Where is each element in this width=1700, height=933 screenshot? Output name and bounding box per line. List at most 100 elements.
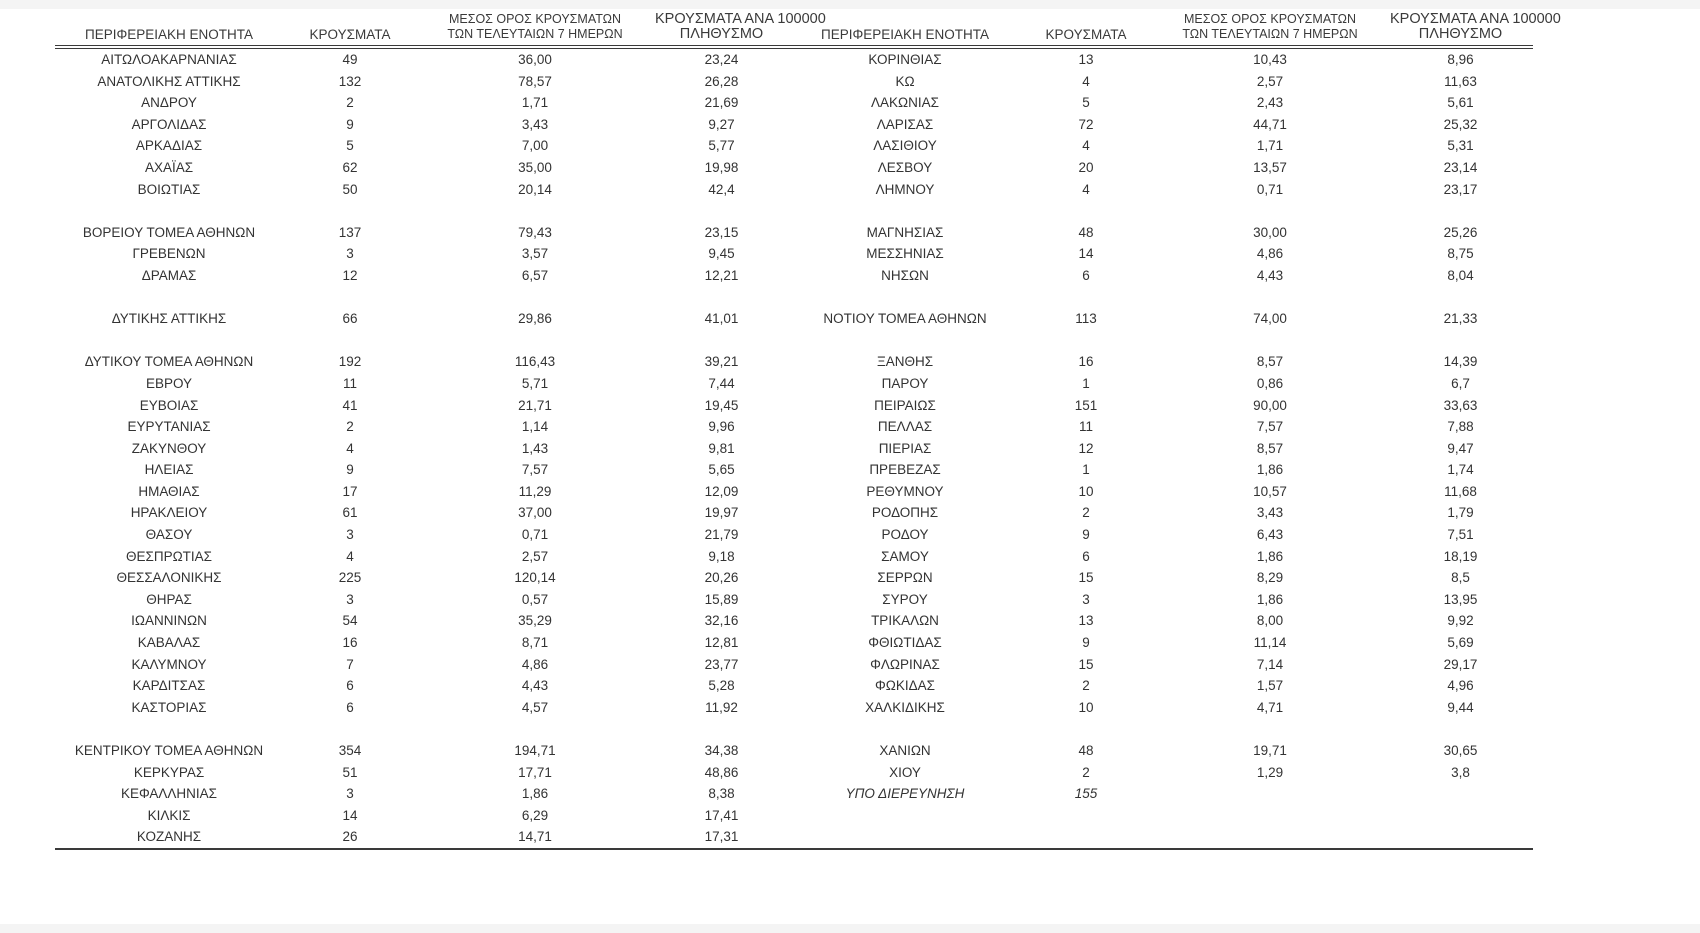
region-cell: ΘΑΣΟΥ bbox=[145, 527, 193, 543]
avg7-cell: 7,14 bbox=[1256, 656, 1284, 672]
per100k-cell: 13,95 bbox=[1443, 591, 1478, 607]
region-cell: ΕΥΒΟΙΑΣ bbox=[139, 397, 199, 413]
avg7-cell: 120,14 bbox=[514, 570, 556, 586]
table-row: ΗΜΑΘΙΑΣ 17 11,29 12,09 ΡΕΘΥΜΝΟΥ 10 10,57 11,68 bbox=[55, 481, 1533, 503]
per100k-cell: 21,79 bbox=[704, 527, 739, 543]
per100k-cell: 5,28 bbox=[708, 678, 735, 694]
region-cell: ΔΡΑΜΑΣ bbox=[141, 267, 197, 283]
cases-cell bbox=[1020, 287, 1152, 309]
table-row: ΚΙΛΚΙΣ 14 6,29 17,41 bbox=[55, 805, 1533, 827]
per100k-cell: 18,19 bbox=[1443, 548, 1478, 564]
table-row: ΒΟΡΕΙΟΥ ΤΟΜΕΑ ΑΘΗΝΩΝ 137 79,43 23,15 ΜΑΓΝΗΣΙ… bbox=[55, 222, 1533, 244]
avg7-cell: 10,43 bbox=[1253, 52, 1287, 67]
table-row: ΘΕΣΠΡΩΤΙΑΣ 4 2,57 9,18 ΣΑΜΟΥ 6 1,86 18,19 bbox=[55, 546, 1533, 568]
per100k-cell: 12,21 bbox=[704, 267, 739, 283]
table-row: ΑΡΚΑΔΙΑΣ 5 7,00 5,77 ΛΑΣΙΘΙΟΥ 4 1,71 5,31 bbox=[55, 135, 1533, 157]
cases-cell bbox=[1020, 200, 1152, 222]
cases-cell: 12 bbox=[342, 267, 358, 283]
avg7-cell: 10,57 bbox=[1253, 483, 1287, 499]
avg7-cell bbox=[417, 330, 653, 352]
avg7-cell: 20,14 bbox=[518, 181, 552, 197]
avg7-cell bbox=[1152, 200, 1388, 222]
table-row bbox=[55, 330, 1533, 352]
avg7-cell: 7,57 bbox=[1256, 419, 1284, 435]
avg7-cell: 17,71 bbox=[518, 764, 552, 780]
table-row: ΑΝΑΤΟΛΙΚΗΣ ΑΤΤΙΚΗΣ 132 78,57 26,28 ΚΩ 4 2,57 11… bbox=[55, 71, 1533, 93]
avg7-cell: 90,00 bbox=[1253, 397, 1287, 413]
region-cell: ΣΑΜΟΥ bbox=[881, 548, 929, 564]
region-cell: ΞΑΝΘΗΣ bbox=[876, 354, 934, 370]
cases-cell bbox=[1020, 826, 1152, 850]
cases-cell: 26 bbox=[283, 826, 417, 850]
avg7-cell: 194,71 bbox=[514, 743, 556, 758]
cases-cell: 54 bbox=[342, 613, 358, 629]
avg7-cell bbox=[417, 718, 653, 740]
cases-cell: 3 bbox=[346, 786, 354, 802]
region-cell: ΑΡΚΑΔΙΑΣ bbox=[135, 138, 203, 154]
avg7-cell: 1,57 bbox=[1256, 678, 1284, 694]
region-cell: ΚΕΡΚΥΡΑΣ bbox=[133, 764, 205, 780]
per100k-cell: 11,63 bbox=[1444, 73, 1477, 89]
region-cell: ΑΡΓΟΛΙΔΑΣ bbox=[131, 116, 207, 132]
region-cell: ΣΥΡΟΥ bbox=[882, 591, 928, 607]
cases-cell: 2 bbox=[1082, 678, 1090, 694]
avg7-cell: 4,86 bbox=[1256, 246, 1284, 262]
cases-cell: 48 bbox=[1078, 743, 1094, 758]
avg7-cell: 35,29 bbox=[518, 613, 552, 629]
cases-cell: 3 bbox=[346, 591, 354, 607]
per100k-cell: 11,68 bbox=[1444, 483, 1477, 499]
per100k-cell: 6,7 bbox=[1451, 375, 1470, 391]
avg7-cell: 4,86 bbox=[521, 656, 549, 672]
cases-cell: 6 bbox=[346, 699, 354, 715]
cases-cell bbox=[283, 287, 417, 309]
per100k-cell: 1,74 bbox=[1447, 462, 1474, 478]
header-avg7-left-line2: ΤΩΝ ΤΕΛΕΥΤΑΙΩΝ 7 ΗΜΕΡΩΝ bbox=[447, 27, 623, 41]
cases-cell: 1 bbox=[1082, 375, 1090, 391]
per100k-cell: 12,09 bbox=[704, 483, 739, 499]
cases-cell: 5 bbox=[1082, 95, 1090, 111]
table-row: ΔΥΤΙΚΗΣ ΑΤΤΙΚΗΣ 66 29,86 41,01 ΝΟΤΙΟΥ ΤΟΜΕΑ … bbox=[55, 308, 1533, 330]
region-cell: ΑΝΑΤΟΛΙΚΗΣ ΑΤΤΙΚΗΣ bbox=[97, 73, 241, 89]
per100k-cell bbox=[1388, 330, 1533, 352]
per100k-cell: 26,28 bbox=[704, 73, 739, 89]
avg7-cell: 8,71 bbox=[521, 635, 549, 651]
avg7-cell: 4,57 bbox=[521, 699, 549, 715]
table-row: ΖΑΚΥΝΘΟΥ 4 1,43 9,81 ΠΙΕΡΙΑΣ 12 8,57 9,47 bbox=[55, 438, 1533, 460]
cases-cell: 7 bbox=[346, 656, 354, 672]
header-region-right: ΠΕΡΙΦΕΡΕΙΑΚΗ ΕΝΟΤΗΤΑ bbox=[790, 12, 1020, 49]
region-cell: ΔΥΤΙΚΗΣ ΑΤΤΙΚΗΣ bbox=[111, 311, 227, 327]
avg7-cell: 3,43 bbox=[521, 116, 549, 132]
region-cell: ΗΜΑΘΙΑΣ bbox=[138, 483, 200, 499]
avg7-cell: 30,00 bbox=[1253, 224, 1287, 240]
per100k-cell: 9,18 bbox=[708, 548, 735, 564]
cases-cell: 15 bbox=[1078, 570, 1094, 586]
avg7-cell: 7,57 bbox=[521, 462, 549, 478]
avg7-cell: 13,57 bbox=[1253, 159, 1287, 175]
region-cell bbox=[790, 718, 1020, 740]
region-cell: ΚΩ bbox=[895, 73, 915, 89]
per100k-cell: 8,5 bbox=[1451, 570, 1470, 586]
per100k-cell bbox=[1388, 826, 1533, 850]
cases-cell: 3 bbox=[346, 527, 354, 543]
cases-cell: 9 bbox=[346, 116, 354, 132]
region-cell: ΖΑΚΥΝΘΟΥ bbox=[131, 440, 207, 456]
cases-cell: 4 bbox=[1082, 181, 1090, 197]
cases-cell: 2 bbox=[346, 419, 354, 435]
avg7-cell: 0,71 bbox=[1256, 181, 1284, 197]
per100k-cell: 9,47 bbox=[1447, 440, 1474, 456]
region-cell: ΒΟΡΕΙΟΥ ΤΟΜΕΑ ΑΘΗΝΩΝ bbox=[82, 224, 256, 240]
per100k-cell: 21,69 bbox=[704, 95, 739, 111]
per100k-cell: 19,97 bbox=[704, 505, 739, 521]
region-cell: ΧΑΛΚΙΔΙΚΗΣ bbox=[865, 699, 945, 715]
region-cell: ΚΕΦΑΛΛΗΝΙΑΣ bbox=[120, 786, 218, 802]
avg7-cell: 7,00 bbox=[521, 138, 549, 154]
region-cell bbox=[55, 200, 283, 222]
table-row: ΑΧΑΪΑΣ 62 35,00 19,98 ΛΕΣΒΟΥ 20 13,57 23,14 bbox=[55, 157, 1533, 179]
avg7-cell: 37,00 bbox=[518, 505, 552, 521]
cases-cell: 61 bbox=[342, 505, 358, 521]
cases-cell: 137 bbox=[338, 224, 362, 240]
table-row: ΗΡΑΚΛΕΙΟΥ 61 37,00 19,97 ΡΟΔΟΠΗΣ 2 3,43 1,79 bbox=[55, 502, 1533, 524]
cases-cell: 225 bbox=[338, 570, 362, 586]
avg7-cell: 116,43 bbox=[514, 354, 556, 370]
per100k-cell: 9,96 bbox=[708, 419, 735, 435]
